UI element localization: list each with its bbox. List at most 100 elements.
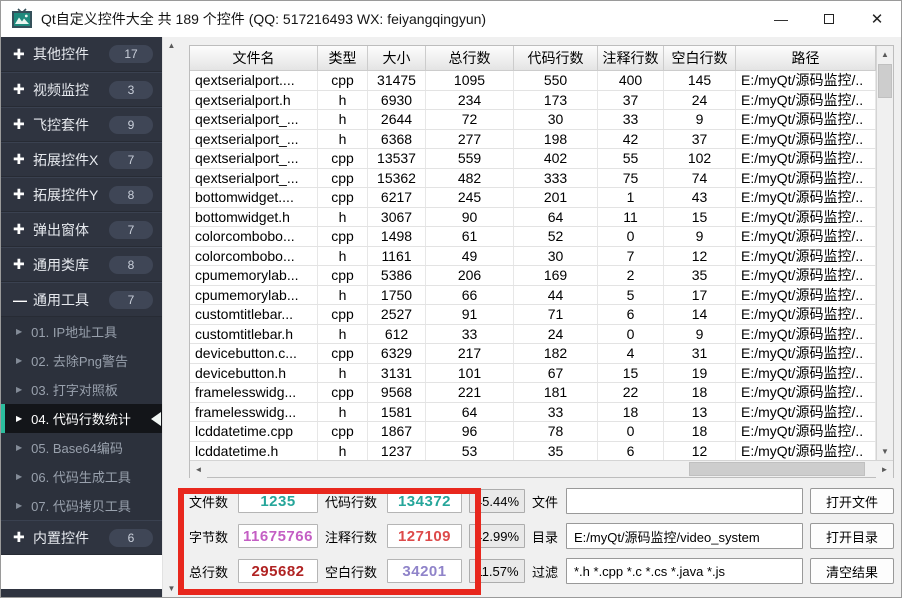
sidebar-group-弹出窗体[interactable]: ✚ 弹出窗体 7 <box>1 212 162 247</box>
sidebar-item-tool-1[interactable]: ▶ 01. IP地址工具 <box>1 317 162 346</box>
table-cell: qextserialport_... <box>190 129 318 148</box>
table-horizontal-scrollbar[interactable]: ◄ ► <box>190 460 893 478</box>
sidebar-item-tool-7[interactable]: ▶ 07. 代码拷贝工具 <box>1 491 162 520</box>
column-header-8[interactable]: 路径 <box>736 46 876 70</box>
close-button[interactable]: ✕ <box>870 11 884 28</box>
window-title: Qt自定义控件大全 共 189 个控件 (QQ: 517216493 WX: f… <box>41 11 487 27</box>
table-row[interactable]: bottomwidget.... cpp 6217 245 201 1 43 E:/myQt/… <box>190 188 876 208</box>
count-badge: 6 <box>109 528 153 547</box>
sidebar: ✚ 其他控件 17 ✚ 视频监控 3 ✚ 飞控套件 9 ✚ 拓展控件X 7 ✚ 拓展控件Y 8 ✚ 弹出窗体 7 ✚… <box>1 37 162 597</box>
column-header-2[interactable]: 类型 <box>318 46 368 70</box>
table-cell: 15 <box>664 207 736 226</box>
sidebar-group-内置控件[interactable]: ✚ 内置控件 6 <box>1 520 162 555</box>
file-table: 文件名 类型 大小 总行数 代码行数 注释行数 空白行数 路径 qextserialport.… <box>189 45 894 478</box>
sidebar-item-tool-5[interactable]: ▶ 05. Base64编码 <box>1 433 162 462</box>
scroll-down-icon[interactable]: ▼ <box>163 580 180 597</box>
table-cell: cpp <box>318 71 368 90</box>
sidebar-group-拓展控件X[interactable]: ✚ 拓展控件X 7 <box>1 142 162 177</box>
table-cell: cpp <box>318 383 368 402</box>
table-cell: 3131 <box>368 363 426 382</box>
table-cell: 33 <box>598 110 664 129</box>
table-row[interactable]: qextserialport_... cpp 15362 482 333 75 74 E:/m… <box>190 168 876 188</box>
table-cell: 31475 <box>368 71 426 90</box>
scroll-right-icon[interactable]: ► <box>876 461 893 478</box>
table-row[interactable]: qextserialport_... h 6368 277 198 42 37 E:/myQt… <box>190 129 876 149</box>
sidebar-scrollbar[interactable]: ▲ ▼ <box>162 37 180 597</box>
minimize-button[interactable]: — <box>774 11 788 27</box>
field-label: 过滤 <box>532 564 559 580</box>
field-input-过滤[interactable] <box>566 558 803 584</box>
table-cell: 31 <box>664 344 736 363</box>
count-badge: 3 <box>109 80 153 99</box>
table-cell: 37 <box>598 90 664 109</box>
sidebar-group-label: 通用类库 <box>33 256 89 273</box>
sidebar-item-tool-2[interactable]: ▶ 02. 去除Png警告 <box>1 346 162 375</box>
table-row[interactable]: framelesswidg... cpp 9568 221 181 22 18 E:/myQt… <box>190 383 876 403</box>
scroll-up-icon[interactable]: ▲ <box>163 37 180 54</box>
table-row[interactable]: devicebutton.h h 3131 101 67 15 19 E:/myQt/源码监控… <box>190 363 876 383</box>
action-button-打开目录[interactable]: 打开目录 <box>810 523 894 549</box>
action-button-清空结果[interactable]: 清空结果 <box>810 558 894 584</box>
table-row[interactable]: qextserialport.h h 6930 234 173 37 24 E:/myQt/源… <box>190 90 876 110</box>
table-cell: 9 <box>664 227 736 246</box>
table-row[interactable]: devicebutton.c... cpp 6329 217 182 4 31 E:/myQt… <box>190 344 876 364</box>
table-row[interactable]: customtitlebar.h h 612 33 24 0 9 E:/myQt/源码监控/.… <box>190 324 876 344</box>
table-cell: 33 <box>514 402 598 421</box>
table-cell: 72 <box>426 110 514 129</box>
count-badge: 7 <box>109 290 153 309</box>
table-cell: 169 <box>514 266 598 285</box>
sidebar-group-视频监控[interactable]: ✚ 视频监控 3 <box>1 72 162 107</box>
scroll-left-icon[interactable]: ◄ <box>190 461 207 478</box>
sidebar-group-拓展控件Y[interactable]: ✚ 拓展控件Y 8 <box>1 177 162 212</box>
sidebar-group-label: 拓展控件Y <box>33 186 99 203</box>
table-cell: 33 <box>426 324 514 343</box>
table-row[interactable]: colorcombobo... h 1161 49 30 7 12 E:/myQt/源码监控/… <box>190 246 876 266</box>
column-header-4[interactable]: 总行数 <box>426 46 514 70</box>
sidebar-bottom-strip <box>1 589 162 597</box>
vertical-scroll-thumb[interactable] <box>878 64 892 98</box>
table-row[interactable]: qextserialport_... h 2644 72 30 33 9 E:/myQt/源码… <box>190 110 876 130</box>
sidebar-item-tool-3[interactable]: ▶ 03. 打字对照板 <box>1 375 162 404</box>
stats-form-row: 文件数 1235 代码行数 134372 45.44% 文件 打开文件 <box>189 488 894 514</box>
sidebar-group-飞控套件[interactable]: ✚ 飞控套件 9 <box>1 107 162 142</box>
table-row[interactable]: bottomwidget.h h 3067 90 64 11 15 E:/myQt/源码监控/… <box>190 207 876 227</box>
horizontal-scroll-thumb[interactable] <box>689 462 865 476</box>
table-row[interactable]: colorcombobo... cpp 1498 61 52 0 9 E:/myQt/源码监控… <box>190 227 876 247</box>
table-row[interactable]: customtitlebar... cpp 2527 91 71 6 14 E:/myQt/源… <box>190 305 876 325</box>
stat-label: 总行数 <box>189 564 229 580</box>
scroll-down-icon[interactable]: ▼ <box>877 443 893 460</box>
sidebar-item-tool-6[interactable]: ▶ 06. 代码生成工具 <box>1 462 162 491</box>
table-cell: cpp <box>318 149 368 168</box>
column-header-3[interactable]: 大小 <box>368 46 426 70</box>
table-cell: 43 <box>664 188 736 207</box>
column-header-1[interactable]: 文件名 <box>190 46 318 70</box>
maximize-button[interactable] <box>805 1 853 37</box>
field-input-目录[interactable] <box>566 523 803 549</box>
table-cell: 18 <box>598 402 664 421</box>
table-row[interactable]: cpumemorylab... cpp 5386 206 169 2 35 E:/myQt/源… <box>190 266 876 286</box>
table-row[interactable]: lcddatetime.h h 1237 53 35 6 12 E:/myQt/源码监控/.. <box>190 441 876 460</box>
table-cell: 4 <box>598 344 664 363</box>
sidebar-empty-area <box>1 555 162 589</box>
column-header-5[interactable]: 代码行数 <box>514 46 598 70</box>
stat-label: 字节数 <box>189 529 229 545</box>
table-cell: 55 <box>598 149 664 168</box>
action-button-打开文件[interactable]: 打开文件 <box>810 488 894 514</box>
field-input-文件[interactable] <box>566 488 803 514</box>
sidebar-group-通用类库[interactable]: ✚ 通用类库 8 <box>1 247 162 282</box>
table-row[interactable]: qextserialport.... cpp 31475 1095 550 400 145 E… <box>190 71 876 91</box>
table-row[interactable]: cpumemorylab... h 1750 66 44 5 17 E:/myQt/源码监控/… <box>190 285 876 305</box>
table-cell: 30 <box>514 110 598 129</box>
table-cell: 64 <box>426 402 514 421</box>
sidebar-group-通用工具[interactable]: — 通用工具 7 <box>1 282 162 317</box>
scroll-up-icon[interactable]: ▲ <box>877 46 893 63</box>
table-row[interactable]: lcddatetime.cpp cpp 1867 96 78 0 18 E:/myQt/源码监… <box>190 422 876 442</box>
table-row[interactable]: framelesswidg... h 1581 64 33 18 13 E:/myQt/源码监… <box>190 402 876 422</box>
table-row[interactable]: qextserialport_... cpp 13537 559 402 55 102 E:/… <box>190 149 876 169</box>
sidebar-group-其他控件[interactable]: ✚ 其他控件 17 <box>1 37 162 72</box>
table-cell: 15 <box>598 363 664 382</box>
column-header-7[interactable]: 空白行数 <box>664 46 736 70</box>
sidebar-item-tool-4[interactable]: ▶ 04. 代码行数统计 <box>1 404 162 433</box>
table-vertical-scrollbar[interactable]: ▲ ▼ <box>876 46 893 460</box>
column-header-6[interactable]: 注释行数 <box>598 46 664 70</box>
